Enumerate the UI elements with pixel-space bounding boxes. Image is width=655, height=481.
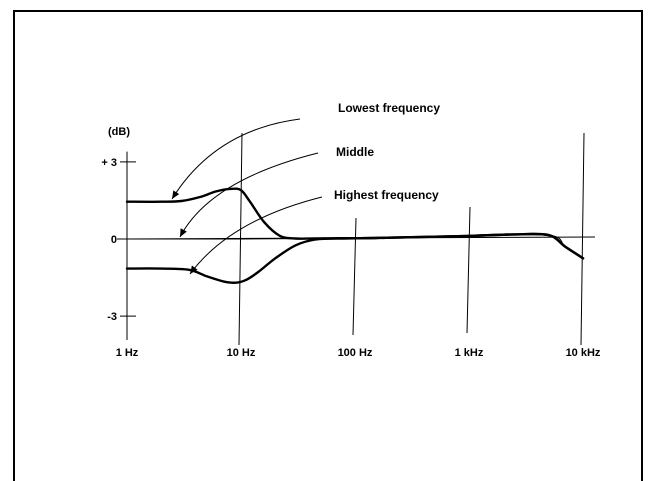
annotation-label: Highest frequency [334, 188, 439, 202]
series-layer [125, 187, 585, 284]
y-tick-label: + 3 [101, 157, 117, 169]
x-tick-label: 10 kHz [566, 347, 601, 359]
annotation-label: Middle [336, 145, 374, 159]
annotation-label: Lowest frequency [338, 101, 440, 115]
x-tick-label: 1 kHz [455, 347, 484, 359]
annotation-layer: Lowest frequency Middle Highest frequency [171, 101, 440, 275]
annotation-arrow [171, 118, 301, 200]
annotation-arrow [179, 152, 319, 238]
x-tick-label: 1 Hz [116, 347, 139, 359]
x-tick-label: 100 Hz [338, 347, 373, 359]
chart-frame [13, 10, 643, 481]
series-highest-frequency [125, 232, 585, 284]
axes: 1 Hz 10 Hz 100 Hz 1 kHz 10 kHz + 3 0 -3 [101, 132, 601, 359]
annotation-arrowhead [172, 190, 180, 199]
annotation-arrowhead [190, 265, 198, 274]
y-tick-label: -3 [107, 311, 117, 323]
annotation-arrow [189, 196, 323, 275]
x-gridline-1-khz [466, 206, 471, 334]
y-axis-label: (dB) [108, 126, 130, 138]
y-tick-label: 0 [111, 234, 117, 246]
x-gridline-10-khz [580, 132, 585, 346]
x-gridline-100-hz [352, 217, 357, 336]
x-tick-label: 10 Hz [227, 347, 256, 359]
annotation-arrowhead [180, 228, 187, 237]
